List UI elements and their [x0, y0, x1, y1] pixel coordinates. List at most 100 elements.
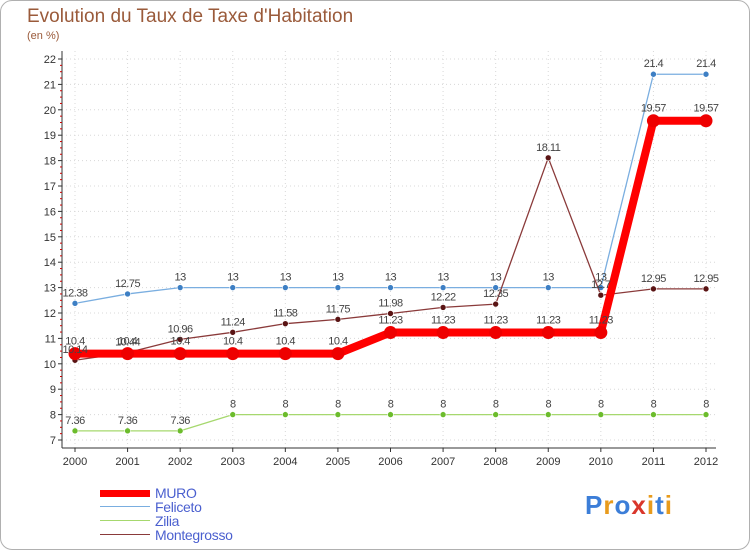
data-point-feliceto	[176, 284, 184, 291]
data-label-muro: 11.23	[378, 315, 403, 327]
data-point-zilia	[702, 411, 710, 418]
logo-letter: r	[603, 490, 615, 520]
data-point-feliceto	[650, 70, 657, 78]
data-point-muro	[68, 347, 82, 361]
data-point-feliceto	[492, 284, 499, 291]
data-point-muro	[541, 326, 555, 340]
y-tick-label: 10	[44, 359, 56, 371]
legend-label-feliceto: Feliceto	[155, 499, 202, 515]
data-label-montegrosso: 11.24	[221, 316, 246, 328]
logo-letter: i	[646, 490, 656, 520]
data-point-zilia	[544, 411, 552, 418]
legend-swatch-zilia	[100, 520, 150, 521]
data-label-muro: 11.23	[484, 315, 509, 327]
proxiti-logo: Proxiti	[585, 490, 673, 521]
data-point-feliceto	[387, 284, 394, 291]
x-tick-label: 2009	[536, 456, 560, 468]
data-label-feliceto: 13	[280, 272, 292, 284]
data-label-montegrosso: 10.44	[115, 337, 140, 349]
data-point-zilia	[176, 427, 184, 435]
data-point-zilia	[650, 411, 657, 418]
data-point-muro	[331, 347, 345, 361]
x-tick-label: 2000	[63, 456, 87, 468]
x-tick-label: 2007	[431, 456, 455, 468]
y-tick-label: 11	[45, 333, 56, 345]
y-tick-label: 19	[44, 130, 56, 142]
data-point-zilia	[124, 427, 131, 435]
data-point-montegrosso	[229, 329, 237, 336]
x-tick-label: 2002	[168, 456, 192, 468]
data-label-montegrosso: 12.95	[693, 273, 718, 285]
data-label-muro: 10.4	[65, 336, 85, 348]
y-tick-label: 14	[44, 257, 56, 269]
data-label-muro: 19.57	[693, 103, 718, 115]
data-label-montegrosso: 12.22	[431, 291, 456, 303]
data-label-zilia: 8	[598, 399, 604, 411]
data-label-zilia: 8	[388, 399, 394, 411]
legend-swatch-feliceto	[100, 506, 150, 507]
data-label-feliceto: 13	[227, 272, 239, 284]
data-label-feliceto: 12.75	[115, 278, 140, 290]
data-point-montegrosso	[702, 285, 710, 293]
data-label-zilia: 8	[335, 399, 341, 411]
data-point-feliceto	[702, 70, 710, 78]
legend-label-zilia: Zilia	[155, 513, 180, 529]
data-label-muro: 10.4	[170, 336, 190, 348]
y-tick-label: 21	[44, 79, 56, 91]
x-tick-label: 2008	[483, 456, 507, 468]
logo-letter: o	[614, 490, 632, 520]
data-point-muro	[226, 347, 240, 361]
data-point-zilia	[492, 411, 499, 418]
data-point-muro	[278, 347, 292, 361]
x-tick-label: 2011	[642, 456, 666, 468]
data-point-zilia	[229, 411, 237, 418]
data-label-feliceto: 13	[385, 272, 397, 284]
data-label-zilia: 8	[651, 399, 657, 411]
data-label-muro: 10.4	[328, 336, 348, 348]
y-tick-label: 9	[50, 384, 56, 396]
data-point-montegrosso	[544, 154, 552, 162]
data-label-muro: 10.4	[118, 336, 138, 348]
x-tick-label: 2005	[326, 456, 350, 468]
data-point-montegrosso	[387, 310, 394, 317]
legend-item-zilia: Zilia	[100, 513, 300, 529]
data-point-muro	[594, 326, 608, 340]
legend-item-feliceto: Feliceto	[100, 499, 300, 515]
data-label-zilia: 8	[230, 399, 236, 411]
data-label-feliceto: 13	[332, 272, 344, 284]
legend-item-muro: MURO	[100, 485, 300, 501]
data-point-muro	[436, 326, 450, 340]
x-tick-label: 2001	[115, 456, 139, 468]
data-label-muro: 11.23	[589, 315, 614, 327]
logo-letter: x	[631, 490, 647, 520]
data-point-muro	[121, 347, 135, 361]
data-label-montegrosso: 12.95	[641, 273, 666, 285]
data-point-muro	[699, 114, 713, 128]
y-tick-label: 16	[44, 206, 56, 218]
data-point-zilia	[334, 411, 342, 418]
data-label-feliceto: 12.38	[62, 287, 87, 299]
data-label-zilia: 8	[283, 399, 289, 411]
series-line-feliceto	[74, 73, 707, 304]
data-point-montegrosso	[334, 316, 342, 323]
data-point-zilia	[71, 427, 79, 435]
legend-label-montegrosso: Montegrosso	[155, 527, 233, 543]
data-label-feliceto: 13	[175, 272, 187, 284]
data-label-feliceto: 13	[490, 272, 502, 284]
x-tick-label: 2012	[694, 456, 718, 468]
legend-swatch-montegrosso	[100, 534, 150, 535]
chart-title: Evolution du Taux de Taxe d'Habitation	[27, 6, 354, 27]
y-tick-label: 8	[50, 410, 56, 422]
grid	[62, 51, 716, 450]
data-label-montegrosso: 11.58	[273, 308, 298, 320]
data-label-zilia: 8	[440, 399, 446, 411]
data-label-muro: 10.4	[276, 336, 296, 348]
data-point-montegrosso	[650, 285, 657, 293]
legend: MURO Feliceto Zilia Montegrosso	[100, 485, 300, 543]
data-label-zilia: 8	[545, 399, 551, 411]
data-point-zilia	[597, 411, 605, 418]
data-label-feliceto: 13	[595, 272, 607, 284]
data-point-muro	[489, 326, 503, 340]
data-point-feliceto	[282, 284, 289, 291]
